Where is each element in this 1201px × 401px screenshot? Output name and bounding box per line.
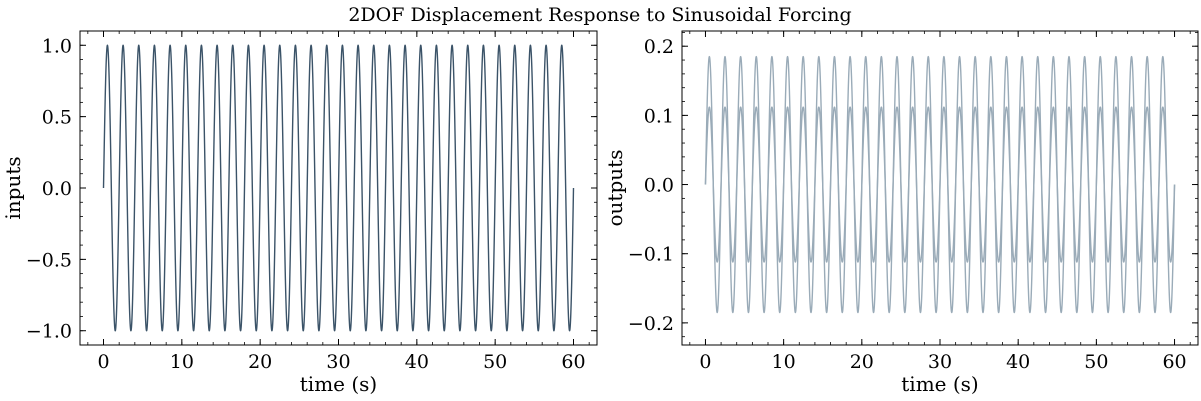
y-tick-label: 0.5 [42, 107, 72, 129]
x-tick-label: 50 [1084, 351, 1108, 373]
inputs-panel: 0 10 20 30 40 50 60 −1.0 −0.5 0.0 0.5 1.0 time (s) in… [1, 30, 598, 396]
x-tick-label: 60 [1162, 351, 1186, 373]
x-tick-label: 0 [97, 351, 109, 373]
x-tick-label: 10 [772, 351, 796, 373]
y-tick-label: −0.2 [628, 313, 674, 335]
series-line-1 [102, 44, 575, 332]
x-tick-label: 40 [1006, 351, 1030, 373]
x-tick-label: 30 [326, 351, 350, 373]
y-tick-label: −1.0 [26, 321, 72, 343]
x-tick-label: 0 [699, 351, 711, 373]
x-tick-label: 50 [483, 351, 507, 373]
y-tick-label: 0.0 [42, 178, 72, 200]
y-tick-label: −0.5 [26, 249, 72, 271]
y-tick-label: 0.2 [644, 36, 674, 58]
y-tick-label: 0.0 [644, 175, 674, 197]
x-tick-label: 20 [850, 351, 874, 373]
series-line-2 [704, 106, 1176, 263]
x-tick-label: 40 [405, 351, 429, 373]
x-tick-label: 20 [248, 351, 272, 373]
y-axis-label: outputs [603, 150, 627, 227]
x-axis-label: time (s) [300, 372, 377, 396]
x-tick-label: 10 [170, 351, 194, 373]
y-axis-label: inputs [1, 156, 25, 219]
x-tick-label: 60 [561, 351, 585, 373]
y-tick-label: −0.1 [628, 244, 674, 266]
x-tick-label: 30 [928, 351, 952, 373]
figure-title: 2DOF Displacement Response to Sinusoidal… [348, 4, 851, 26]
y-tick-label: 0.1 [644, 105, 674, 127]
outputs-panel: 0 10 20 30 40 50 60 −0.2 −0.1 0.0 0.1 0.2 time (s) ou… [603, 30, 1199, 396]
y-tick-label: 1.0 [42, 35, 72, 57]
x-axis-label: time (s) [901, 372, 978, 396]
